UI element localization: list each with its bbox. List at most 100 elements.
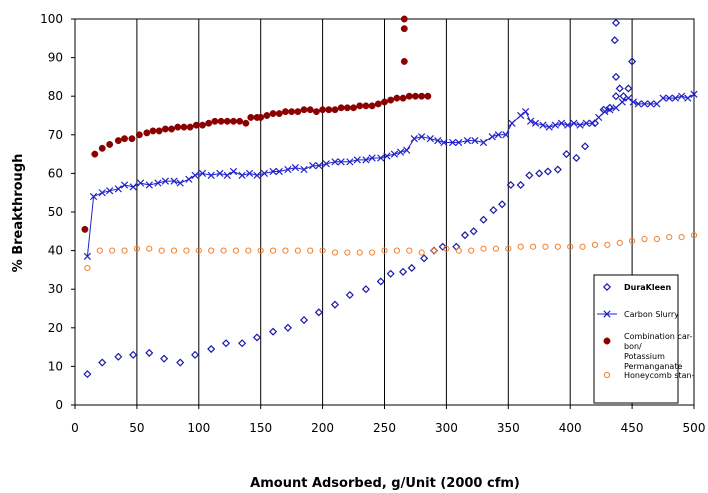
series-0-point-18 <box>361 285 370 294</box>
series-1-point-50-stroke-b <box>463 136 472 145</box>
series-1-point-71-stroke-b <box>601 108 609 116</box>
x-tick-label-350: 350 <box>497 421 520 435</box>
series-1-point-34-stroke-b <box>346 158 354 166</box>
series-1-point-20-stroke-b <box>238 171 246 179</box>
series-3-point-48 <box>678 233 685 241</box>
series-1-point-4-stroke-b <box>114 185 122 193</box>
series-1-point-26 <box>284 165 292 174</box>
series-1-point-83 <box>671 94 680 102</box>
series-1-point-52-stroke-b <box>479 138 488 147</box>
series-1-point-38 <box>377 154 385 162</box>
series-3 <box>84 232 698 272</box>
y-tick-label-100: 100 <box>40 12 63 26</box>
series-1-point-15 <box>198 169 207 178</box>
x-tick-label-250: 250 <box>373 421 396 435</box>
series-0-point-49 <box>611 72 621 81</box>
series-0-point-10 <box>238 339 247 348</box>
series-1-point-7 <box>136 179 145 187</box>
series-1-point-64-stroke-b <box>557 119 566 127</box>
series-3-point-4 <box>133 245 140 252</box>
series-1-point-9-stroke-b <box>154 179 162 187</box>
series-1-point-2-stroke-b <box>98 189 106 197</box>
series-3-point-29 <box>443 245 450 252</box>
series-1-point-60 <box>531 119 540 127</box>
series-0-point-4 <box>145 348 154 357</box>
series-3-point-33 <box>492 245 500 252</box>
series-3-point-30 <box>455 247 462 254</box>
x-axis-ticks: 0 50 100 150 200 250 300 350 400 450 500 <box>71 405 705 435</box>
series-0-point-30 <box>489 206 498 215</box>
series-2-point-31 <box>282 108 289 116</box>
series-2-point-51 <box>405 92 413 100</box>
y-tick-label-40: 40 <box>48 244 63 258</box>
series-1-point-24 <box>269 167 277 176</box>
series-0-point-12 <box>269 327 278 336</box>
series-3-point-9 <box>195 247 202 254</box>
series-1-point-43 <box>410 135 418 143</box>
y-tick-label-10: 10 <box>48 359 63 373</box>
series-2-point-53 <box>418 92 426 100</box>
series-1-point-81 <box>659 94 667 102</box>
series-1-point-8 <box>145 181 153 189</box>
series-3-point-21 <box>344 249 351 256</box>
series-1-point-30-stroke-b <box>315 162 323 170</box>
series-1-point-61 <box>539 121 547 129</box>
series-2-point-46 <box>374 100 382 108</box>
x-axis-label: Amount Adsorbed, g/Unit (2000 cfm) <box>250 476 520 491</box>
series-3-point-0 <box>84 264 91 272</box>
legend-label-2-line-1: bon/ <box>624 342 642 351</box>
legend-label-3: Honeycomb stan- <box>624 371 695 380</box>
series-1-point-42 <box>403 146 411 154</box>
series-1-point-35 <box>353 156 361 164</box>
series-1-point-28 <box>300 165 308 174</box>
series-1-point-6 <box>129 183 137 191</box>
series-3-point-24 <box>381 247 388 254</box>
series-2-point-33 <box>294 108 302 116</box>
y-axis-label: % Breakthrough <box>11 154 26 273</box>
y-tick-label-70: 70 <box>48 128 63 142</box>
series-1-point-57-stroke-b <box>517 111 525 120</box>
series-1-point-74 <box>618 98 626 106</box>
series-1-point-68-stroke-b <box>582 119 590 127</box>
series-2-point-17 <box>199 121 206 129</box>
series-1-point-72 <box>606 106 614 114</box>
series-0-point-17 <box>345 290 354 300</box>
series-1-point-65-stroke-b <box>564 121 572 129</box>
series-1-point-17-stroke-b <box>216 169 224 178</box>
series-1-point-38-stroke-b <box>377 154 385 162</box>
series-0-point-7 <box>191 350 200 359</box>
series-1-point-70 <box>595 113 603 122</box>
series-1-point-77 <box>634 100 642 108</box>
series-1-point-18 <box>223 171 231 179</box>
series-1-point-37-stroke-b <box>368 154 376 162</box>
series-1-point-58 <box>522 108 530 116</box>
series-1-point-0 <box>83 252 92 261</box>
series-2-point-40 <box>337 104 345 112</box>
series-2-point-12 <box>168 125 176 133</box>
series-0-point-16 <box>330 300 340 309</box>
series-1-point-42-stroke-b <box>403 146 411 154</box>
series-1-point-47-stroke-b <box>440 138 448 147</box>
series-0-point-50 <box>610 36 619 45</box>
series-1-point-66-stroke-b <box>570 119 578 127</box>
series-3-point-32 <box>480 245 487 252</box>
series-2-point-9 <box>149 127 157 135</box>
series-0-point-19 <box>376 277 385 286</box>
series-1-point-14 <box>191 171 199 179</box>
series-1-point-45-stroke-b <box>426 135 434 143</box>
legend-marker-2 <box>603 337 611 345</box>
series-0-point-39 <box>572 153 581 163</box>
series-1-point-41 <box>396 148 405 156</box>
series-1-point-20 <box>238 171 246 179</box>
series-1-point-22-stroke-b <box>253 171 261 179</box>
series-1-point-39 <box>383 152 391 160</box>
series-3-point-34 <box>505 245 512 252</box>
series-1-point-11-stroke-b <box>170 177 178 185</box>
series-1-point-54-stroke-b <box>494 131 503 139</box>
series-2-point-22 <box>230 117 237 125</box>
y-tick-label-20: 20 <box>48 321 63 335</box>
x-tick-label-150: 150 <box>249 421 272 435</box>
series-0-point-21 <box>399 267 408 276</box>
series-1-point-43-stroke-b <box>410 135 418 143</box>
